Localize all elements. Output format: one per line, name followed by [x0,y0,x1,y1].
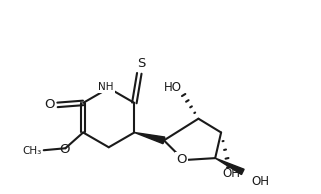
Text: S: S [137,57,145,70]
Polygon shape [215,158,244,175]
Polygon shape [134,133,165,144]
Text: OH: OH [222,167,240,180]
Text: O: O [59,143,70,156]
Text: O: O [177,153,187,166]
Text: O: O [44,98,55,111]
Text: OH: OH [252,175,270,188]
Text: HO: HO [164,81,182,94]
Text: NH: NH [98,82,114,92]
Text: CH₃: CH₃ [22,146,41,156]
